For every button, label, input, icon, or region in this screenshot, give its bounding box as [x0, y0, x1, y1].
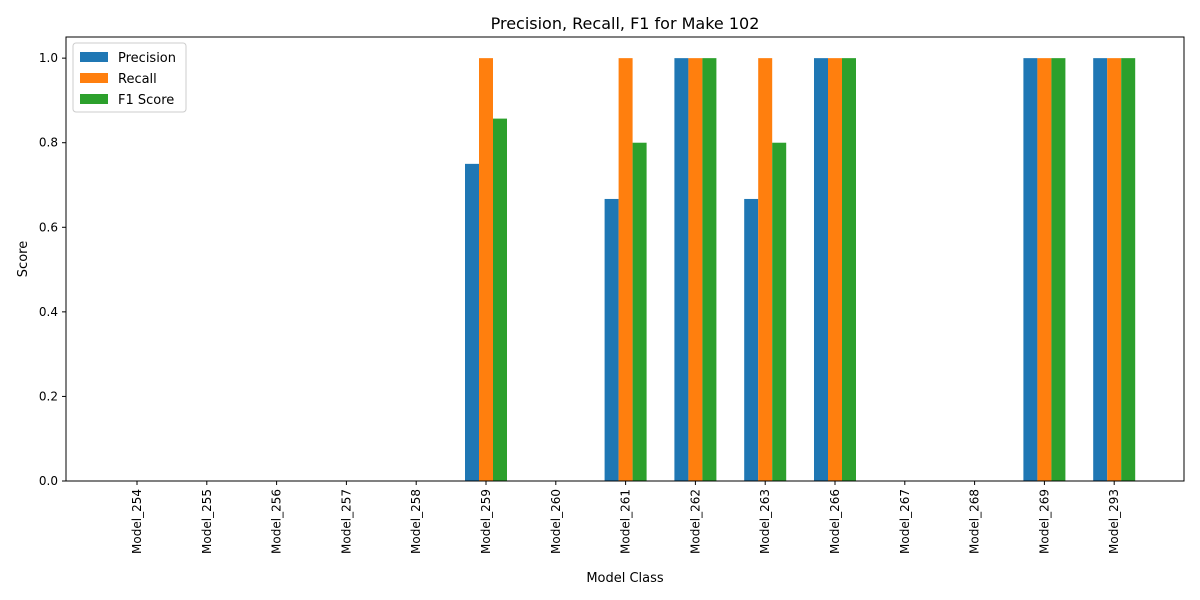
y-axis: 0.0 0.2 0.4 0.6 0.8 1.0	[39, 51, 66, 488]
bar-precision-model_263	[744, 198, 759, 481]
y-tick-label: 0.0	[39, 474, 58, 488]
legend-label-f1-score: F1 Score	[118, 93, 174, 108]
x-tick-label: Model_259	[479, 489, 493, 554]
bar-precision-model_293	[1093, 58, 1108, 482]
bar-recall-model_262	[688, 58, 703, 482]
bar-recall-model_293	[1107, 58, 1122, 482]
x-tick-label: Model_269	[1037, 489, 1051, 554]
bar-f1-score-model_259	[493, 118, 507, 482]
x-tick-label: Model_255	[200, 489, 214, 554]
bar-f1-score-model_266	[842, 58, 856, 482]
bar-precision-model_269	[1023, 58, 1038, 482]
y-tick-label: 0.2	[39, 389, 58, 403]
x-tick-label: Model_268	[968, 489, 982, 554]
plot-frame	[65, 36, 1185, 482]
x-tick-label: Model_258	[409, 489, 423, 554]
bar-recall-model_269	[1037, 58, 1052, 482]
chart-title: Precision, Recall, F1 for Make 102	[491, 14, 760, 33]
legend-label-precision: Precision	[118, 51, 176, 66]
bar-recall-model_266	[828, 58, 842, 482]
x-tick-label: Model_266	[828, 489, 842, 554]
y-tick-label: 0.6	[39, 220, 58, 234]
y-tick-label: 1.0	[39, 51, 58, 65]
x-axis-label: Model Class	[586, 571, 664, 586]
x-tick-label: Model_262	[688, 489, 702, 554]
x-tick-label: Model_267	[898, 489, 912, 554]
bar-precision-model_259	[465, 163, 479, 481]
bar-precision-model_261	[604, 198, 619, 481]
bar-f1-score-model_269	[1051, 58, 1066, 482]
x-tick-label: Model_254	[130, 489, 144, 554]
legend-swatch-recall	[80, 73, 108, 83]
legend: Precision Recall F1 Score	[72, 42, 187, 113]
x-tick-label: Model_260	[549, 489, 563, 554]
bar-precision-model_262	[674, 58, 689, 482]
legend-swatch-precision	[80, 52, 108, 62]
bar-recall-model_261	[618, 58, 633, 482]
y-axis-label: Score	[16, 241, 31, 277]
x-tick-label: Model_293	[1107, 489, 1121, 554]
bar-f1-score-model_261	[632, 142, 647, 481]
bars-layer	[465, 58, 1136, 482]
bar-recall-model_263	[758, 58, 773, 482]
legend-swatch-f1-score	[80, 94, 108, 104]
legend-label-recall: Recall	[118, 72, 157, 87]
x-tick-label: Model_261	[619, 489, 633, 554]
y-tick-label: 0.8	[39, 136, 58, 150]
x-axis: Model_254 Model_255 Model_256 Model_257 Mode…	[130, 481, 1121, 554]
bar-f1-score-model_262	[702, 58, 717, 482]
x-tick-label: Model_257	[339, 489, 353, 554]
bar-recall-model_259	[479, 58, 493, 482]
x-tick-label: Model_263	[758, 489, 772, 554]
bar-precision-model_266	[814, 58, 828, 482]
x-tick-label: Model_256	[270, 489, 284, 554]
bar-f1-score-model_293	[1121, 58, 1136, 482]
y-tick-label: 0.4	[39, 305, 58, 319]
bar-f1-score-model_263	[772, 142, 787, 481]
